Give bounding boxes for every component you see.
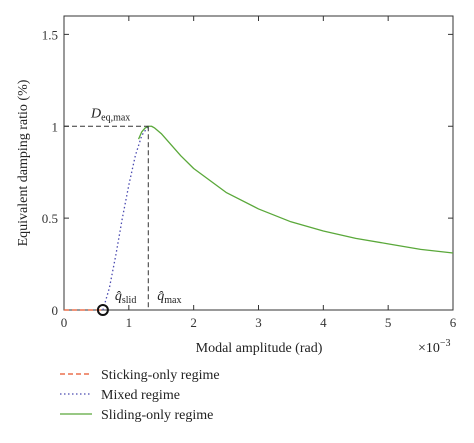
x-axis-label: Modal amplitude (rad) bbox=[196, 341, 323, 356]
y-axis-label: Equivalent damping ratio (%) bbox=[16, 79, 31, 246]
q-slid-marker bbox=[96, 304, 109, 316]
x-axis-multiplier: ×10−3 bbox=[418, 338, 451, 356]
x-tick-label: 5 bbox=[385, 315, 392, 330]
x-tick-label: 1 bbox=[126, 315, 133, 330]
annotation-d-eq-max: Deq,max bbox=[90, 106, 130, 123]
annotation-q-slid: q̂slid bbox=[115, 289, 136, 306]
series-line-sliding-only-regime bbox=[137, 125, 454, 254]
series-line-mixed-regime bbox=[102, 125, 149, 311]
x-tick-label: 0 bbox=[61, 315, 68, 330]
x-tick-label: 6 bbox=[450, 315, 457, 330]
x-axis-multiplier-base: ×10 bbox=[418, 341, 440, 356]
y-tick-label: 1.5 bbox=[42, 27, 58, 42]
annotation-d-eq-max-sub: eq,max bbox=[101, 112, 130, 123]
legend-entry-label: Sliding-only regime bbox=[101, 408, 213, 423]
plot-border bbox=[63, 15, 454, 311]
annotation-q-max-sub: max bbox=[164, 295, 181, 306]
x-tick-label: 3 bbox=[255, 315, 262, 330]
legend-entry-label: Sticking-only regime bbox=[101, 368, 220, 383]
x-tick-label: 2 bbox=[190, 315, 197, 330]
annotation-q-slid-sub: slid bbox=[122, 295, 136, 306]
axis-ticks: 0 1 2 3 4 5 6 0 0.5 1 1.5 bbox=[42, 16, 457, 330]
annotation-q-slid-base: q̂ bbox=[115, 289, 122, 304]
y-tick-label: 1 bbox=[52, 119, 59, 134]
legend-entry-label: Mixed regime bbox=[101, 388, 180, 403]
series-group bbox=[64, 125, 454, 311]
annotation-d-eq-max-base: D bbox=[90, 106, 101, 121]
y-tick-label: 0.5 bbox=[42, 211, 58, 226]
annotation-q-max: q̂max bbox=[157, 289, 181, 306]
y-tick-label: 0 bbox=[52, 303, 59, 318]
legend: Sticking-only regime Mixed regime Sliding-… bbox=[60, 368, 220, 423]
plot-frame bbox=[63, 15, 454, 311]
x-axis-multiplier-exp: −3 bbox=[440, 338, 451, 349]
annotation-q-max-base: q̂ bbox=[157, 289, 164, 304]
x-tick-label: 4 bbox=[320, 315, 327, 330]
